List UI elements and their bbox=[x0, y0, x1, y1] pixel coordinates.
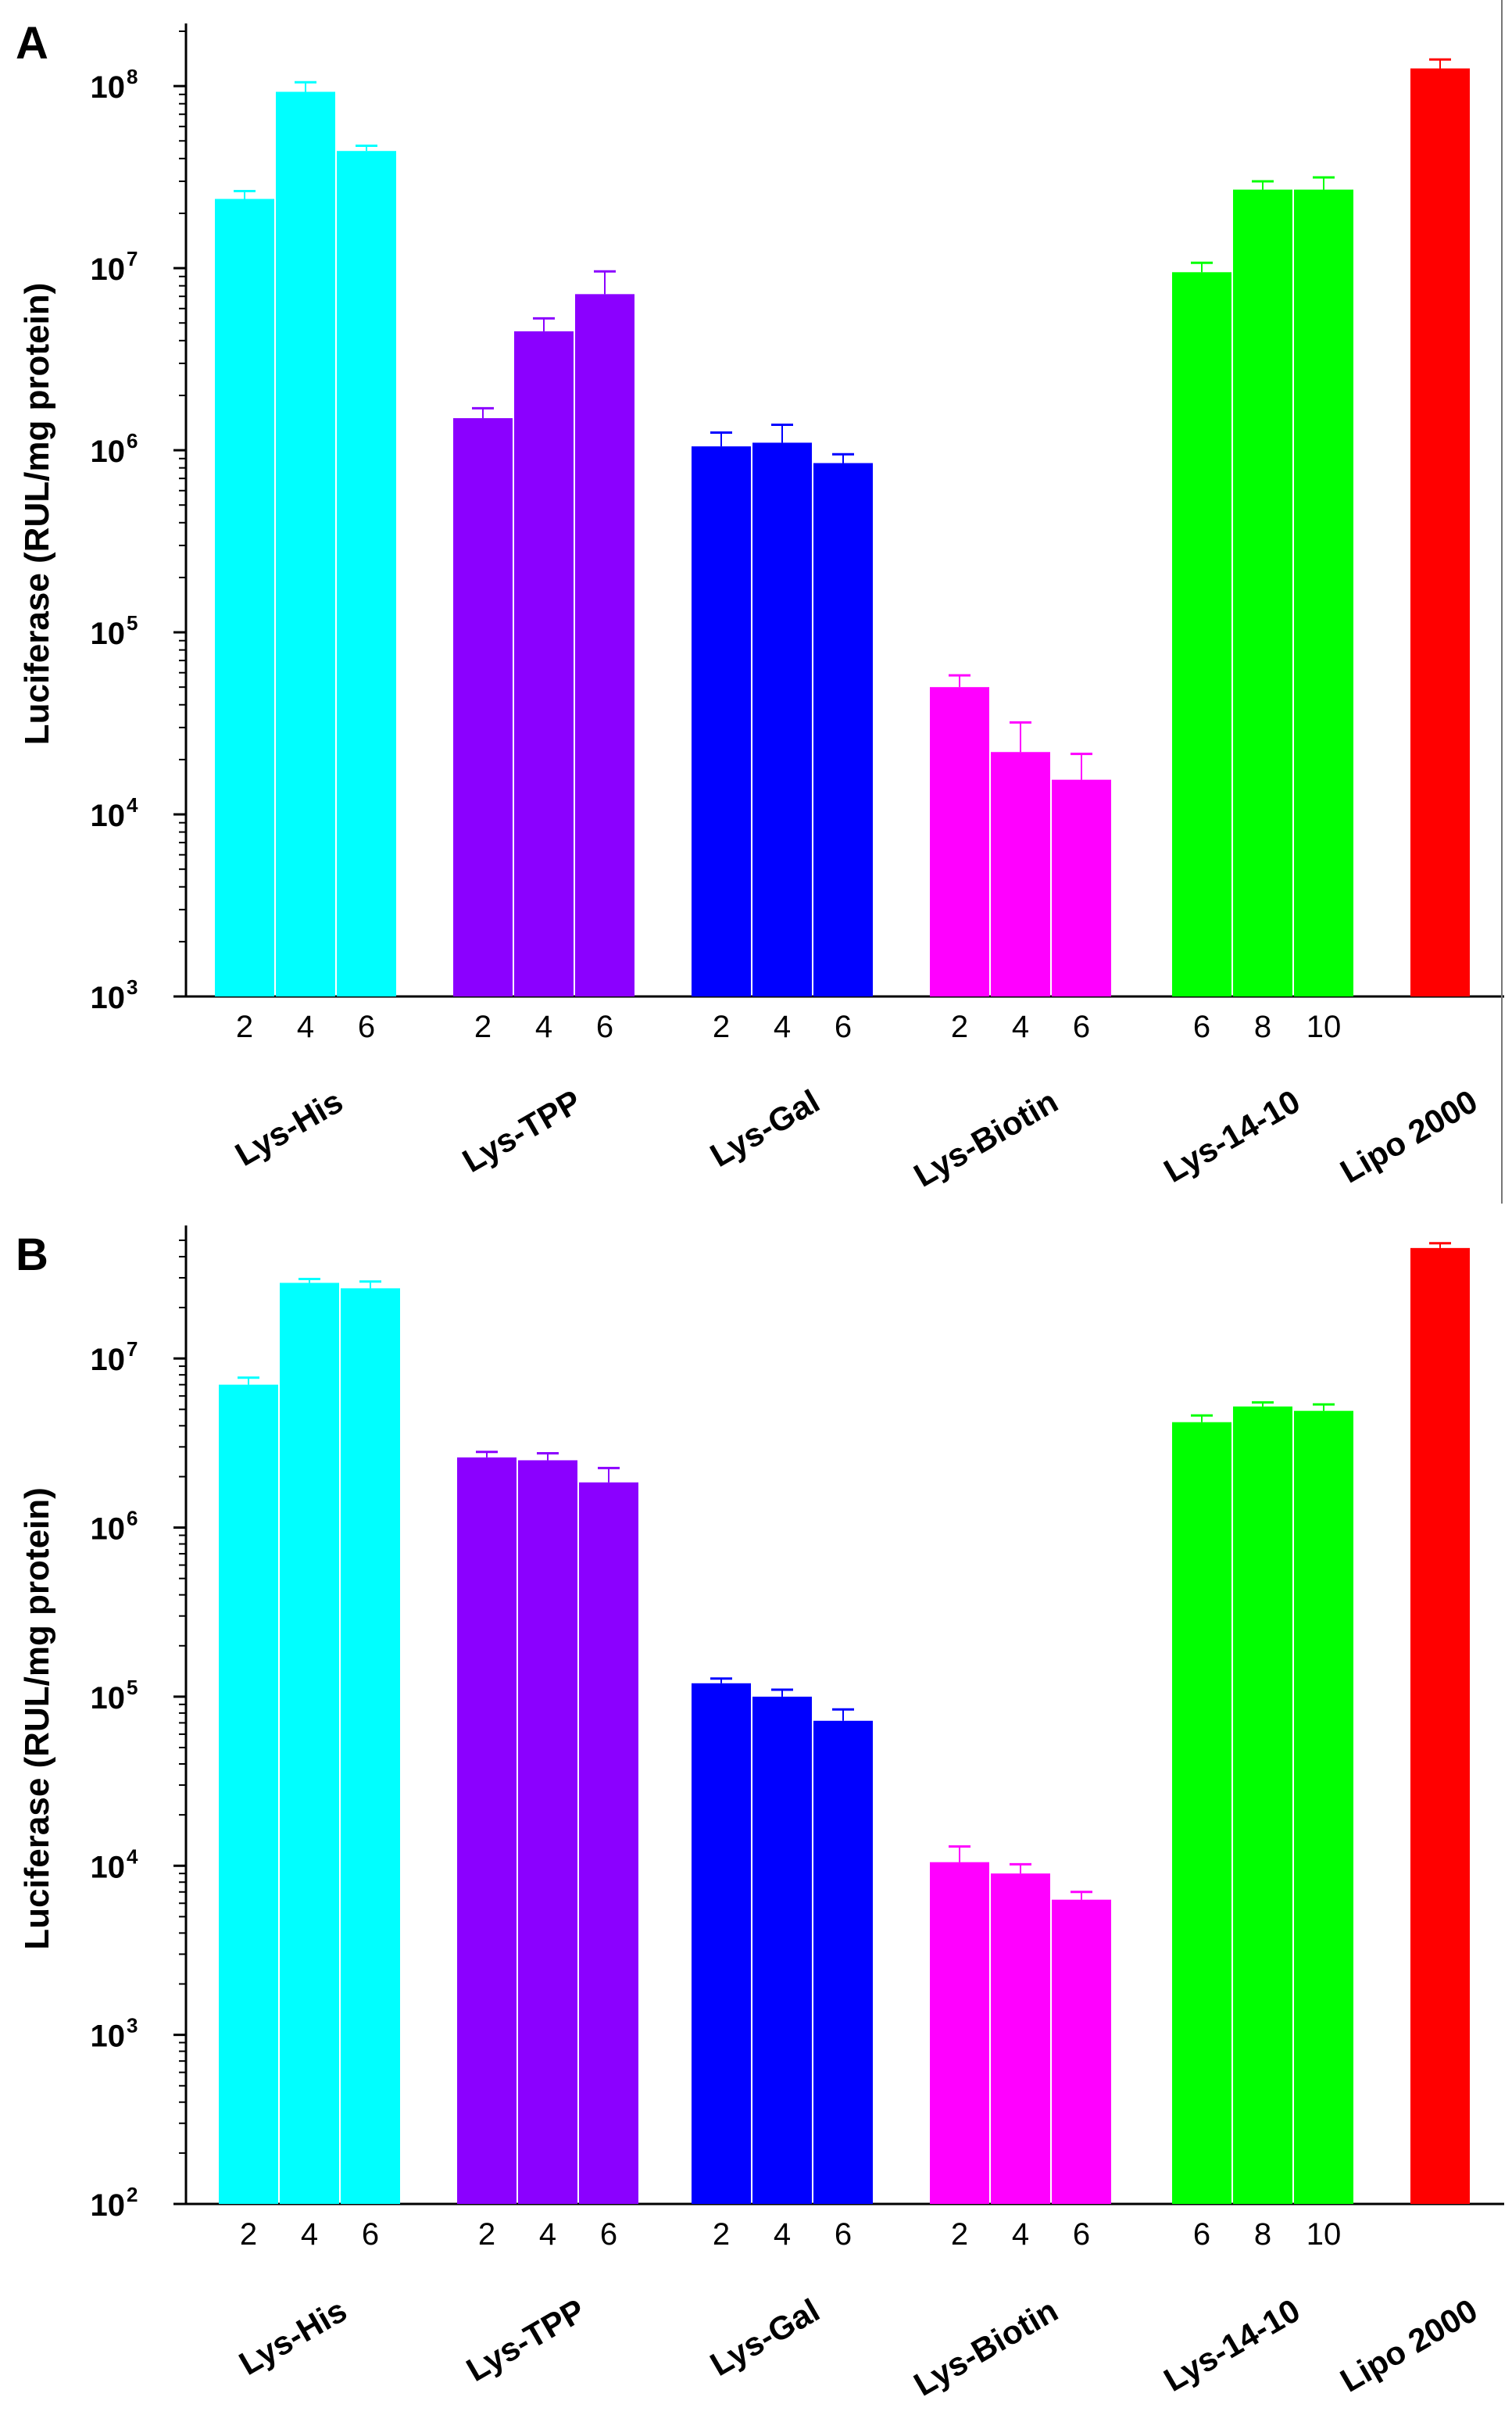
y-tick-label: 10 bbox=[91, 1512, 126, 1547]
bar bbox=[579, 1482, 638, 2204]
y-tick-label: 10 bbox=[91, 70, 126, 105]
category-tick-label: 4 bbox=[1012, 2217, 1029, 2252]
category-tick-label: 2 bbox=[713, 2217, 730, 2252]
y-tick-exponent: 2 bbox=[127, 2183, 138, 2206]
category-tick-label: 6 bbox=[596, 1010, 613, 1044]
category-tick-label: 2 bbox=[478, 2217, 495, 2252]
bar bbox=[991, 752, 1050, 996]
y-tick-exponent: 6 bbox=[127, 429, 138, 453]
y-tick-exponent: 6 bbox=[127, 1507, 138, 1530]
category-tick-label: 6 bbox=[1193, 1010, 1210, 1044]
bar bbox=[1233, 189, 1292, 997]
bar bbox=[337, 151, 396, 997]
category-tick-label: 6 bbox=[1193, 2217, 1210, 2252]
category-tick-label: 8 bbox=[1254, 2217, 1271, 2252]
bar bbox=[1172, 272, 1231, 997]
category-tick-label: 2 bbox=[236, 1010, 253, 1044]
y-tick-exponent: 7 bbox=[127, 1337, 138, 1361]
bar bbox=[1052, 779, 1111, 996]
bar bbox=[1294, 189, 1353, 997]
bar bbox=[215, 199, 274, 996]
panel-label: A bbox=[16, 18, 48, 69]
category-tick-label: 4 bbox=[301, 2217, 318, 2252]
bar bbox=[813, 463, 873, 996]
y-tick-exponent: 5 bbox=[127, 1676, 138, 1699]
y-tick-label: 10 bbox=[91, 981, 126, 1015]
bar bbox=[930, 1862, 989, 2204]
bar bbox=[1052, 1899, 1111, 2204]
category-tick-label: 4 bbox=[297, 1010, 314, 1044]
y-tick-label: 10 bbox=[91, 2188, 126, 2223]
bar bbox=[280, 1283, 339, 2204]
y-tick-label: 10 bbox=[91, 1681, 126, 1715]
category-tick-label: 2 bbox=[474, 1010, 491, 1044]
bar bbox=[457, 1457, 517, 2204]
bar bbox=[692, 446, 751, 996]
category-tick-label: 4 bbox=[774, 1010, 791, 1044]
category-tick-label: 8 bbox=[1254, 1010, 1271, 1044]
category-tick-label: 6 bbox=[1073, 2217, 1090, 2252]
y-tick-exponent: 8 bbox=[127, 65, 138, 88]
y-tick-exponent: 3 bbox=[127, 2014, 138, 2037]
y-tick-exponent: 3 bbox=[127, 975, 138, 999]
y-tick-label: 10 bbox=[91, 1343, 126, 1377]
category-tick-label: 6 bbox=[362, 2217, 379, 2252]
y-tick-exponent: 4 bbox=[127, 793, 138, 817]
y-tick-exponent: 7 bbox=[127, 247, 138, 270]
y-tick-label: 10 bbox=[91, 435, 126, 469]
bar bbox=[575, 294, 634, 996]
panel-label: B bbox=[16, 1229, 48, 1280]
category-tick-label: 2 bbox=[951, 2217, 968, 2252]
bar bbox=[276, 91, 335, 996]
category-tick-label: 6 bbox=[835, 1010, 852, 1044]
bar bbox=[1233, 1406, 1292, 2204]
bar bbox=[813, 1720, 873, 2204]
category-tick-label: 6 bbox=[600, 2217, 617, 2252]
category-tick-label: 2 bbox=[240, 2217, 257, 2252]
bar bbox=[341, 1288, 400, 2204]
category-tick-label: 10 bbox=[1306, 2217, 1342, 2252]
y-tick-exponent: 4 bbox=[127, 1844, 138, 1868]
category-tick-label: 4 bbox=[539, 2217, 556, 2252]
category-tick-label: 4 bbox=[535, 1010, 552, 1044]
bar bbox=[692, 1683, 751, 2204]
category-tick-label: 6 bbox=[1073, 1010, 1090, 1044]
y-tick-label: 10 bbox=[91, 1850, 126, 1884]
category-tick-label: 2 bbox=[951, 1010, 968, 1044]
category-tick-label: 4 bbox=[774, 2217, 791, 2252]
bar bbox=[1294, 1411, 1353, 2204]
bar bbox=[991, 1873, 1050, 2204]
category-tick-label: 2 bbox=[713, 1010, 730, 1044]
y-tick-label: 10 bbox=[91, 2020, 126, 2054]
y-tick-exponent: 5 bbox=[127, 611, 138, 635]
category-tick-label: 10 bbox=[1306, 1010, 1342, 1044]
bar bbox=[1172, 1422, 1231, 2204]
bar bbox=[219, 1384, 278, 2204]
y-tick-label: 10 bbox=[91, 799, 126, 833]
bar bbox=[518, 1460, 577, 2204]
bar bbox=[752, 1696, 812, 2204]
bar bbox=[1410, 1247, 1470, 2204]
y-axis-label: Luciferase (RUL/mg protein) bbox=[18, 1487, 56, 1950]
bar bbox=[1410, 68, 1470, 996]
y-tick-label: 10 bbox=[91, 252, 126, 287]
y-axis-label: Luciferase (RUL/mg protein) bbox=[18, 283, 56, 746]
bar bbox=[930, 687, 989, 996]
category-tick-label: 6 bbox=[358, 1010, 375, 1044]
bar bbox=[514, 331, 574, 996]
category-tick-label: 6 bbox=[835, 2217, 852, 2252]
y-tick-label: 10 bbox=[91, 617, 126, 651]
category-tick-label: 4 bbox=[1012, 1010, 1029, 1044]
bar bbox=[752, 442, 812, 996]
bar bbox=[453, 418, 513, 996]
